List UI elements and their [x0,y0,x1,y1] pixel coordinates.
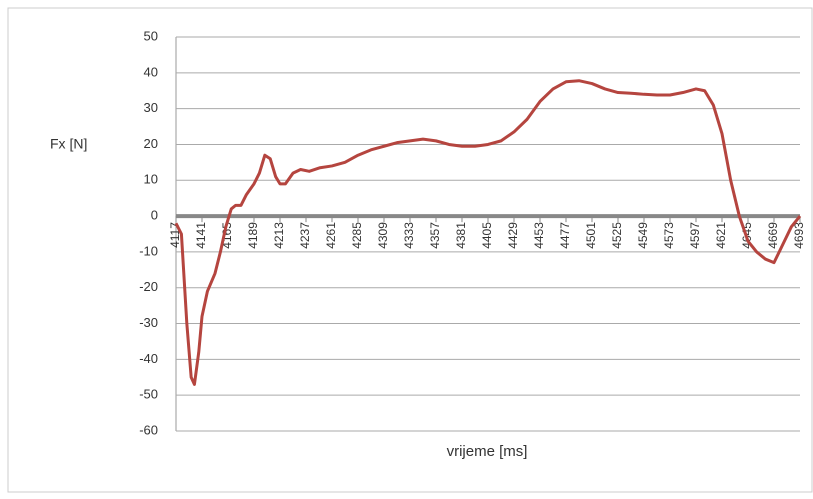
x-tick-label: 4525 [610,222,624,249]
x-tick-label: 4381 [454,222,468,249]
x-tick-label: 4213 [272,222,286,249]
x-tick-label: 4621 [714,222,728,249]
y-axis-label: Fx [N] [50,136,87,152]
x-tick-label: 4285 [350,222,364,249]
data-line [174,79,802,386]
x-tick-label: 4141 [194,222,208,249]
x-tick-label: 4477 [558,222,572,249]
x-tick-label: 4429 [506,222,520,249]
x-tick-label: 4453 [532,222,546,249]
x-tick-label: 4261 [324,222,338,249]
y-tick-label: 20 [144,136,158,151]
x-tick-label: 4597 [688,222,702,249]
x-tick-label: 4405 [480,222,494,249]
x-tick-label: 4549 [636,222,650,249]
x-tick-label: 4237 [298,222,312,249]
y-tick-label: 50 [144,28,158,43]
y-tick-label: -60 [139,422,158,437]
y-tick-label: 30 [144,100,158,115]
x-tick-label: 4357 [428,222,442,249]
x-tick-label: 4573 [662,222,676,249]
x-tick-label: 4333 [402,222,416,249]
chart-frame [7,7,813,493]
y-tick-label: -20 [139,279,158,294]
x-axis-label: vrijeme [ms] [447,443,528,460]
x-tick-label: 4501 [584,222,598,249]
y-tick-label: -50 [139,387,158,402]
y-tick-label: 40 [144,64,158,79]
x-tick-label: 4693 [792,222,806,249]
x-tick-label: 4309 [376,222,390,249]
y-tick-label: -40 [139,351,158,366]
y-tick-label: 10 [144,172,158,187]
x-tick-label: 4189 [246,222,260,249]
y-tick-label: -10 [139,243,158,258]
x-tick-label: 4669 [766,222,780,249]
y-tick-label: 0 [151,208,158,223]
y-tick-label: -30 [139,315,158,330]
